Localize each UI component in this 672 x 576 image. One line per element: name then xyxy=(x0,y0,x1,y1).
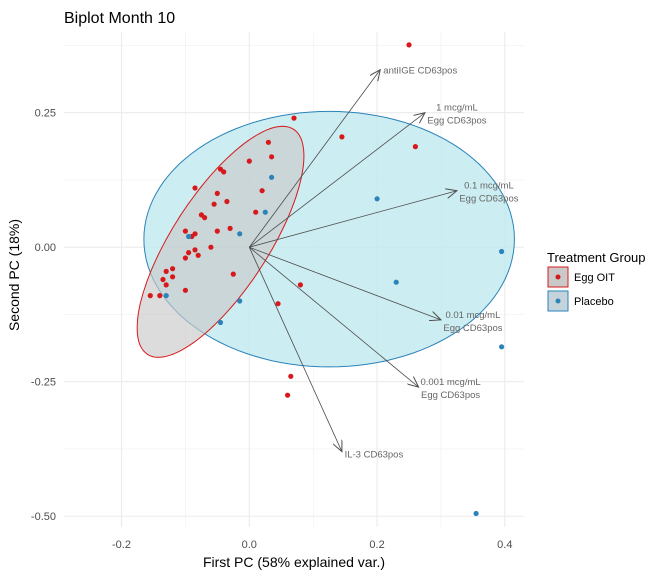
point-egg-oit xyxy=(291,115,297,121)
point-placebo xyxy=(186,233,192,240)
loading-label: 1 mcg/mL Egg CD63pos xyxy=(427,103,486,127)
point-egg-oit xyxy=(163,268,169,274)
axis-ticks: -0.2 0.0 0.2 0.4 0.25 0.00 -0.25 -0.50 xyxy=(31,108,513,551)
point-placebo xyxy=(473,510,479,517)
point-egg-oit xyxy=(412,144,418,150)
point-egg-oit xyxy=(170,266,176,272)
point-egg-oit xyxy=(285,392,291,398)
point-egg-oit xyxy=(297,282,303,288)
point-egg-oit xyxy=(269,154,275,160)
loading-label: antiIGE CD63pos xyxy=(383,66,457,77)
x-tick-label: 0.2 xyxy=(369,539,384,551)
y-tick-label: -0.50 xyxy=(31,511,56,523)
chart-title: Biplot Month 10 xyxy=(64,10,175,27)
point-egg-oit xyxy=(182,287,188,293)
loading-label: 0.01 mcg/mL Egg CD63pos xyxy=(443,310,502,334)
point-placebo xyxy=(262,209,268,215)
loading-arrow xyxy=(249,246,441,320)
point-egg-oit xyxy=(246,158,252,164)
legend-point-placebo xyxy=(555,298,561,304)
point-egg-oit xyxy=(202,215,208,221)
point-placebo xyxy=(374,196,380,202)
point-egg-oit xyxy=(147,293,153,299)
point-egg-oit xyxy=(192,185,198,191)
ellipse-egg-oit xyxy=(136,125,305,358)
loading-label: IL-3 CD63pos xyxy=(345,450,404,461)
point-egg-oit xyxy=(211,201,217,207)
point-egg-oit xyxy=(253,209,259,215)
point-placebo xyxy=(499,344,505,350)
point-egg-oit xyxy=(182,255,188,261)
point-egg-oit xyxy=(157,293,163,299)
legend: Treatment Group Egg OIT Placebo xyxy=(547,250,646,312)
x-axis-title: First PC (58% explained var.) xyxy=(203,554,385,570)
point-placebo xyxy=(269,174,275,180)
x-tick-label: 0.0 xyxy=(242,539,257,551)
point-egg-oit xyxy=(214,228,220,234)
y-tick-label: 0.25 xyxy=(35,108,56,120)
loading-arrows: antiIGE CD63pos 1 mcg/mL Egg CD63pos 0.1 mc… xyxy=(248,66,519,461)
point-placebo xyxy=(237,231,243,237)
point-placebo xyxy=(499,248,505,255)
loading-arrow xyxy=(248,70,380,248)
point-egg-oit xyxy=(265,139,271,145)
confidence-ellipses xyxy=(136,110,515,368)
point-egg-oit xyxy=(195,252,201,258)
legend-label-egg-oit: Egg OIT xyxy=(574,272,615,284)
point-egg-oit xyxy=(186,250,192,256)
point-egg-oit xyxy=(288,373,294,379)
point-egg-oit xyxy=(214,190,220,196)
loading-label: 0.1 mcg/mL Egg CD63pos xyxy=(459,181,518,205)
point-placebo xyxy=(393,279,399,285)
data-points xyxy=(147,42,505,517)
loading-arrow xyxy=(249,113,425,248)
y-tick-label: 0.00 xyxy=(35,242,56,254)
point-placebo xyxy=(217,319,224,326)
x-tick-label: -0.2 xyxy=(112,539,131,551)
loading-arrow xyxy=(249,246,418,387)
y-tick-label: -0.25 xyxy=(31,377,56,389)
x-tick-label: 0.4 xyxy=(497,539,512,551)
point-egg-oit xyxy=(163,282,169,288)
point-egg-oit xyxy=(227,225,233,231)
point-egg-oit xyxy=(275,301,281,307)
legend-point-egg-oit xyxy=(555,274,561,280)
legend-label-placebo: Placebo xyxy=(574,296,614,308)
point-egg-oit xyxy=(406,42,412,48)
point-placebo xyxy=(163,293,169,299)
point-egg-oit xyxy=(230,271,236,277)
point-egg-oit xyxy=(224,198,230,205)
loading-arrow xyxy=(249,191,457,248)
point-egg-oit xyxy=(170,274,176,280)
point-egg-oit xyxy=(160,276,166,283)
legend-title: Treatment Group xyxy=(547,250,646,265)
point-egg-oit xyxy=(259,188,265,194)
y-axis-title: Second PC (18%) xyxy=(6,219,22,331)
point-egg-oit xyxy=(192,247,198,253)
point-egg-oit xyxy=(339,134,345,140)
loading-arrow xyxy=(248,247,342,451)
point-egg-oit xyxy=(221,169,227,175)
point-egg-oit xyxy=(208,244,214,250)
loading-label: 0.001 mcg/mL Egg CD63pos xyxy=(420,377,480,401)
point-egg-oit xyxy=(182,228,188,234)
point-placebo xyxy=(237,298,243,304)
